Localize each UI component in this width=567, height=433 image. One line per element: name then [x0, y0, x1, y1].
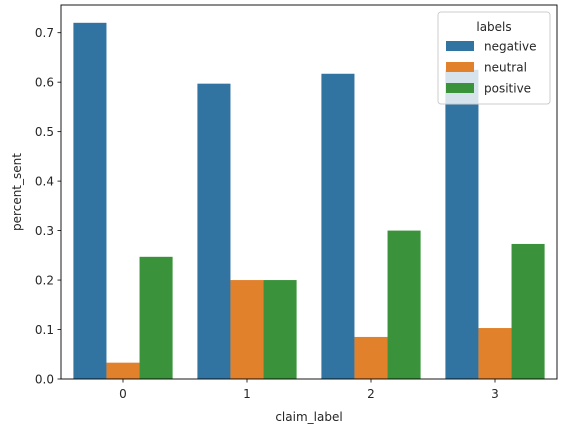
legend-swatch-positive — [446, 83, 474, 93]
plot-frame — [60, 4, 558, 380]
bar-positive-0 — [139, 256, 173, 379]
legend-swatch-negative — [446, 41, 474, 51]
y-tick-label: 0.3 — [35, 224, 54, 238]
x-tick-label: 1 — [243, 387, 251, 401]
bars-group — [73, 22, 545, 380]
x-axis-ticks: 0 1 2 3 — [119, 379, 499, 401]
bar-positive-3 — [511, 243, 545, 379]
bar-negative-2 — [321, 73, 355, 379]
legend-label-neutral: neutral — [484, 61, 527, 75]
bar-negative-0 — [73, 22, 107, 380]
y-tick-label: 0.0 — [35, 372, 54, 386]
y-tick-label: 0.7 — [35, 26, 54, 40]
y-axis-ticks: 0.0 0.1 0.2 0.3 0.4 0.5 0.6 0.7 — [35, 26, 61, 386]
y-tick-label: 0.6 — [35, 75, 54, 89]
bar-neutral-2 — [354, 336, 388, 379]
x-tick-label: 0 — [119, 387, 127, 401]
y-tick-label: 0.4 — [35, 174, 54, 188]
bar-positive-2 — [387, 230, 421, 379]
legend-label-negative: negative — [484, 40, 536, 54]
bar-neutral-1 — [230, 280, 264, 379]
legend-frame — [437, 11, 551, 105]
legend-title: labels — [476, 20, 511, 34]
bar-positive-1 — [263, 280, 297, 379]
x-axis-label: claim_label — [275, 410, 342, 424]
y-tick-label: 0.5 — [35, 125, 54, 139]
bar-negative-3 — [445, 69, 479, 379]
y-axis-label: percent_sent — [10, 153, 24, 231]
legend-items: negative neutral positive — [446, 40, 536, 96]
bar-neutral-3 — [478, 328, 512, 379]
legend-label-positive: positive — [484, 82, 531, 96]
x-tick-label: 2 — [367, 387, 375, 401]
bar-neutral-0 — [106, 362, 140, 379]
y-tick-label: 0.2 — [35, 273, 54, 287]
x-tick-label: 3 — [491, 387, 499, 401]
bar-negative-1 — [197, 83, 231, 379]
legend-swatch-neutral — [446, 62, 474, 72]
legend: labels negative neutral positive — [437, 11, 551, 105]
y-tick-label: 0.1 — [35, 323, 54, 337]
